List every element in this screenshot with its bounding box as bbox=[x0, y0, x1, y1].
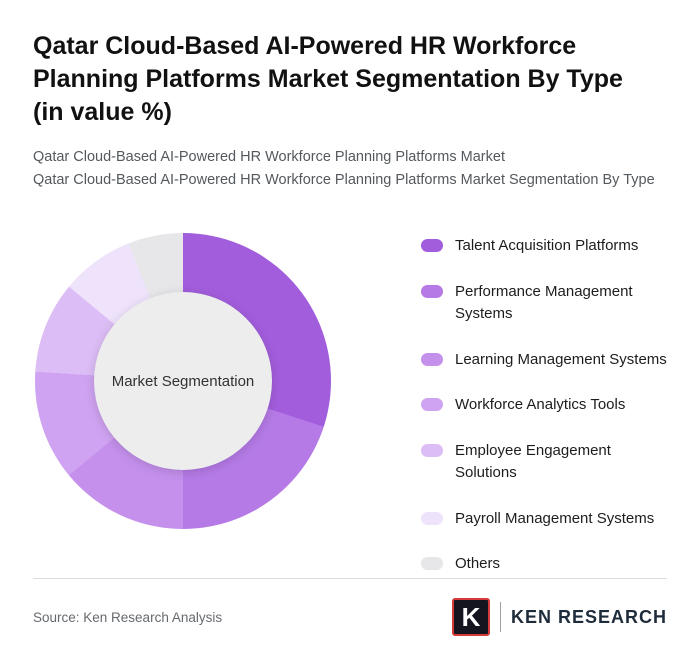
legend-item: Employee Engagement Solutions bbox=[421, 440, 667, 485]
legend-swatch bbox=[421, 352, 443, 366]
legend-swatch bbox=[421, 284, 443, 298]
donut-center-label: Market Segmentation bbox=[94, 292, 272, 471]
source-text: Source: Ken Research Analysis bbox=[33, 609, 223, 625]
legend-item: Talent Acquisition Platforms bbox=[421, 235, 667, 258]
ken-research-logo-text: KEN RESEARCH bbox=[510, 606, 667, 627]
footer-divider bbox=[33, 578, 667, 579]
legend-item: Workforce Analytics Tools bbox=[421, 394, 667, 417]
legend-label: Payroll Management Systems bbox=[455, 509, 655, 527]
logo-separator bbox=[499, 602, 501, 632]
donut-wrap: Market Segmentation bbox=[35, 233, 331, 530]
legend-label: Employee Engagement Solutions bbox=[455, 441, 611, 482]
chart-subtitle-1: Qatar Cloud-Based AI-Powered HR Workforc… bbox=[33, 149, 505, 165]
ken-research-logo-icon: K bbox=[451, 598, 490, 636]
legend-swatch bbox=[421, 557, 443, 571]
footer: Source: Ken Research Analysis K KEN RESE… bbox=[33, 598, 667, 636]
legend-label: Talent Acquisition Platforms bbox=[455, 237, 639, 255]
legend-item: Payroll Management Systems bbox=[421, 508, 667, 531]
legend: Talent Acquisition Platforms Performance … bbox=[421, 235, 667, 576]
legend-label: Performance Management Systems bbox=[455, 282, 633, 323]
legend-label: Others bbox=[455, 555, 501, 573]
legend-swatch bbox=[421, 511, 443, 525]
ken-research-logo: K KEN RESEARCH bbox=[451, 598, 667, 636]
legend-swatch bbox=[421, 239, 443, 253]
legend-item: Others bbox=[421, 553, 667, 576]
legend-item: Performance Management Systems bbox=[421, 281, 667, 326]
page-title: Qatar Cloud-Based AI-Powered HR Workforc… bbox=[33, 32, 623, 126]
legend-swatch bbox=[421, 398, 443, 412]
legend-label: Learning Management Systems bbox=[455, 350, 667, 368]
chart-subtitle-2: Qatar Cloud-Based AI-Powered HR Workforc… bbox=[33, 172, 655, 189]
legend-swatch bbox=[421, 443, 443, 457]
legend-label: Workforce Analytics Tools bbox=[455, 396, 626, 414]
legend-item: Learning Management Systems bbox=[421, 349, 667, 372]
chart-area: Market Segmentation Talent Acquisition P… bbox=[33, 233, 667, 576]
